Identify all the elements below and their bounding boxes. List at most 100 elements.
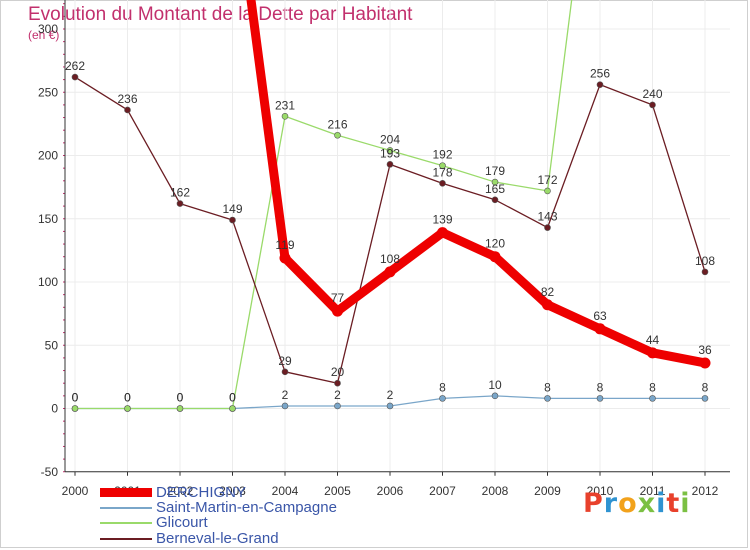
data-label: 143 — [537, 210, 557, 224]
x-tick-label: 2003 — [219, 484, 246, 498]
x-tick-label: 2000 — [62, 484, 89, 498]
logo-letter: P — [583, 488, 604, 519]
data-point — [437, 227, 448, 239]
data-label: 0 — [177, 391, 184, 405]
data-label: 2 — [334, 388, 341, 402]
legend-swatch-berneval — [100, 537, 152, 540]
data-point — [229, 405, 236, 412]
y-tick-label: 0 — [51, 402, 58, 416]
data-point — [649, 101, 656, 109]
data-point — [384, 266, 396, 278]
x-tick-label: 2008 — [482, 484, 509, 498]
data-point — [439, 180, 446, 187]
data-point — [281, 402, 289, 410]
data-label: 0 — [229, 391, 236, 405]
data-label: 8 — [702, 380, 709, 394]
data-point — [439, 395, 446, 402]
data-label: 44 — [646, 333, 660, 347]
y-tick-label: 100 — [38, 275, 58, 289]
x-tick-label: 2011 — [640, 484, 666, 498]
data-point — [176, 405, 184, 412]
data-point — [332, 305, 343, 317]
data-label: 192 — [432, 148, 452, 162]
data-label: 29 — [278, 354, 292, 368]
data-label: 63 — [593, 309, 607, 323]
data-label: 165 — [485, 182, 505, 196]
data-point — [439, 162, 446, 169]
data-point — [386, 161, 394, 168]
data-label: 0 — [72, 391, 79, 405]
data-label: 119 — [275, 238, 294, 252]
data-label: 108 — [695, 254, 715, 268]
legend-label-berneval: Berneval-le-Grand — [156, 530, 279, 547]
data-point — [701, 268, 709, 276]
x-tick-label: 2012 — [692, 484, 719, 498]
data-point — [594, 323, 606, 335]
y-tick-label: 200 — [38, 149, 58, 163]
logo-letter: i — [680, 488, 691, 519]
data-point — [544, 224, 551, 231]
data-label: 256 — [590, 67, 610, 81]
data-label: 2 — [387, 388, 394, 402]
data-label: 8 — [544, 380, 551, 394]
data-label: 8 — [649, 380, 656, 394]
data-label: 236 — [117, 92, 137, 106]
logo-letter: o — [618, 488, 638, 519]
data-point — [334, 402, 341, 410]
data-point — [281, 112, 289, 120]
x-tick-label: 2004 — [272, 484, 299, 498]
legend-item-berneval: Berneval-le-Grand — [100, 530, 279, 547]
data-label: 10 — [488, 378, 502, 392]
data-label: 178 — [432, 165, 452, 179]
data-point — [649, 395, 656, 402]
data-point — [544, 395, 551, 402]
logo-letter: t — [666, 488, 681, 519]
x-tick-label: 2009 — [534, 484, 561, 498]
data-point — [542, 299, 553, 311]
data-label: 172 — [537, 173, 557, 187]
data-label: 204 — [380, 132, 400, 146]
data-label: 82 — [541, 285, 555, 299]
data-label: 162 — [170, 186, 190, 200]
data-label: 262 — [65, 59, 85, 73]
chart-title: Evolution du Montant de la Dette par Hab… — [28, 4, 413, 25]
y-tick-label: 150 — [38, 212, 58, 226]
logo-letter: x — [637, 488, 657, 519]
data-label: 8 — [439, 380, 446, 394]
x-tick-label: 2006 — [377, 484, 404, 498]
data-label: 0 — [177, 391, 184, 405]
data-point — [229, 216, 236, 224]
logo-letter: r — [603, 488, 619, 519]
data-point — [491, 178, 499, 186]
data-label: 120 — [485, 237, 505, 251]
data-label: 36 — [698, 343, 712, 357]
data-point — [386, 402, 394, 410]
data-point — [71, 405, 79, 412]
data-point — [334, 379, 341, 387]
y-tick-label: 300 — [38, 22, 58, 36]
data-label: 240 — [642, 87, 662, 101]
data-point — [491, 392, 499, 400]
legend-swatch-glicourt — [100, 521, 152, 524]
data-label: 8 — [597, 380, 604, 394]
data-label: 179 — [485, 164, 505, 178]
x-tick-label: 2002 — [167, 484, 194, 498]
data-point — [279, 252, 291, 264]
legend-label-derchigny: DERCHIGNY — [156, 484, 247, 501]
data-point — [489, 251, 501, 263]
data-label: 149 — [222, 202, 242, 216]
data-point — [124, 405, 131, 412]
data-label: 231 — [275, 98, 295, 112]
data-point — [647, 347, 658, 359]
data-point — [176, 200, 184, 207]
logo-letter: i — [656, 488, 667, 519]
data-point — [71, 73, 79, 81]
legend-item-derchigny: DERCHIGNY — [100, 484, 246, 501]
data-label: 0 — [124, 391, 131, 405]
data-label: 77 — [331, 291, 345, 305]
data-point — [544, 187, 551, 195]
y-tick-label: 250 — [38, 85, 58, 99]
data-label: 193 — [380, 146, 400, 160]
legend-swatch-saint-martin — [100, 506, 152, 509]
data-label: 2 — [282, 388, 289, 402]
